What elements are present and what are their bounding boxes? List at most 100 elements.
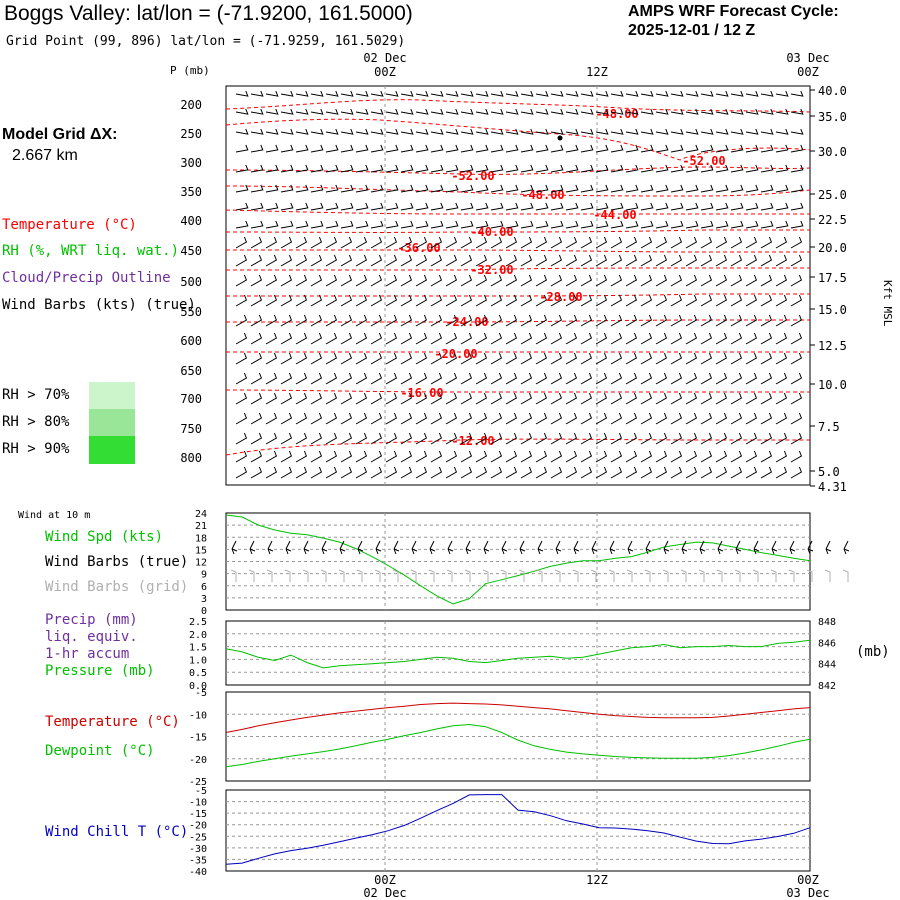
wind-barb (430, 274, 443, 287)
wind-barb (460, 274, 473, 287)
wind-barb (310, 144, 324, 153)
wind-barb (595, 220, 609, 229)
wind-barb (400, 372, 413, 385)
wind-barb-true (231, 540, 238, 555)
wind-barb (445, 90, 459, 97)
wind-barb (355, 202, 369, 211)
wind-barbs-grid-legend: Wind Barbs (grid) (45, 579, 189, 595)
wind-barb (535, 144, 549, 153)
wind-barb (595, 90, 609, 97)
wind-barb (745, 184, 759, 193)
y-tick-label: 0.5 (189, 668, 207, 679)
wind-barb-grid (248, 569, 255, 582)
wind-barb (685, 236, 698, 249)
wind-barb (490, 450, 503, 463)
wind-barb (595, 466, 608, 479)
wind-barb (565, 372, 578, 385)
wind-barb (685, 314, 698, 327)
wind-barb (745, 236, 758, 249)
wind-barb-grid (734, 569, 741, 582)
wind-barb (745, 332, 758, 345)
wind-barb (760, 108, 774, 115)
wind-barb (715, 392, 728, 405)
wind-barb (535, 128, 549, 135)
wind-barb (490, 236, 503, 249)
wind-barb (250, 352, 263, 365)
wind-barb (400, 128, 414, 135)
wind-barb (235, 254, 248, 267)
wind-barb (235, 164, 249, 173)
wind-barb (775, 144, 789, 153)
wind-barb (550, 294, 563, 307)
wind-barb (715, 412, 728, 425)
wind-barb (400, 108, 414, 115)
wind-barb (760, 294, 773, 307)
wind-barb (520, 274, 533, 287)
wind-barb (580, 236, 593, 249)
wind-barb (280, 432, 293, 445)
wind-barb (670, 184, 684, 193)
wind-barb (490, 164, 504, 173)
wind-barb (280, 184, 294, 193)
wind-barb (715, 236, 728, 249)
wind-barb (325, 314, 338, 327)
wind-barb (385, 466, 398, 479)
wind-barb (340, 294, 353, 307)
wind-barb (355, 372, 368, 385)
wind-barb (580, 184, 594, 193)
wind-barb (460, 466, 473, 479)
wind-barb-grid (716, 569, 723, 582)
wind-barb-grid (770, 569, 777, 582)
wind-barb (595, 432, 608, 445)
wind-barb (460, 352, 473, 365)
wind-barb (685, 412, 698, 425)
wind-barb (640, 294, 653, 307)
wind-barb (685, 466, 698, 479)
wind-barb (490, 412, 503, 425)
wind-barb (655, 254, 668, 267)
wind-barb (310, 332, 323, 345)
wind-barb (610, 412, 623, 425)
wind-barb-true (537, 540, 544, 555)
temperature-contour (226, 267, 810, 271)
wind-barb (775, 128, 789, 135)
y-tick-label: -5 (195, 786, 207, 797)
wind-barb (610, 432, 623, 445)
pressure-tick-label: 700 (180, 392, 202, 406)
wind-barb (250, 372, 263, 385)
wind-barb-true (501, 540, 508, 555)
wind-barb (745, 314, 758, 327)
wind-barb (520, 450, 533, 463)
wind-barb (310, 294, 323, 307)
wind-barb (445, 202, 459, 211)
wind-barb (265, 392, 278, 405)
contour-label: -44.00 (593, 208, 636, 222)
wind-barb (400, 294, 413, 307)
wind-barb (295, 432, 308, 445)
wind-barb (235, 466, 248, 479)
wind-barb-true (663, 540, 670, 555)
wind-barb (595, 332, 608, 345)
wind-barb (370, 450, 383, 463)
wind-barb (235, 412, 248, 425)
wind-barb (580, 220, 594, 229)
wind-barb (430, 412, 443, 425)
wind-barb (235, 108, 249, 115)
wind-barb (475, 274, 488, 287)
wind-barb (730, 108, 744, 115)
wind-barb (310, 450, 323, 463)
wind-barb (295, 184, 309, 193)
wind-barb (730, 236, 743, 249)
wind-barb (550, 184, 564, 193)
wind-barb-grid (464, 569, 471, 582)
wind-barb (265, 144, 279, 153)
y-tick-label: 0.0 (189, 681, 207, 692)
wind-barb (640, 108, 654, 115)
wind-barb (625, 274, 638, 287)
height-tick-label: 15.0 (818, 303, 847, 317)
temperature-contour (226, 319, 810, 323)
wind-barb (325, 202, 339, 211)
wind-barb (595, 254, 608, 267)
wind-barb (370, 164, 384, 173)
wind-barb (415, 372, 428, 385)
